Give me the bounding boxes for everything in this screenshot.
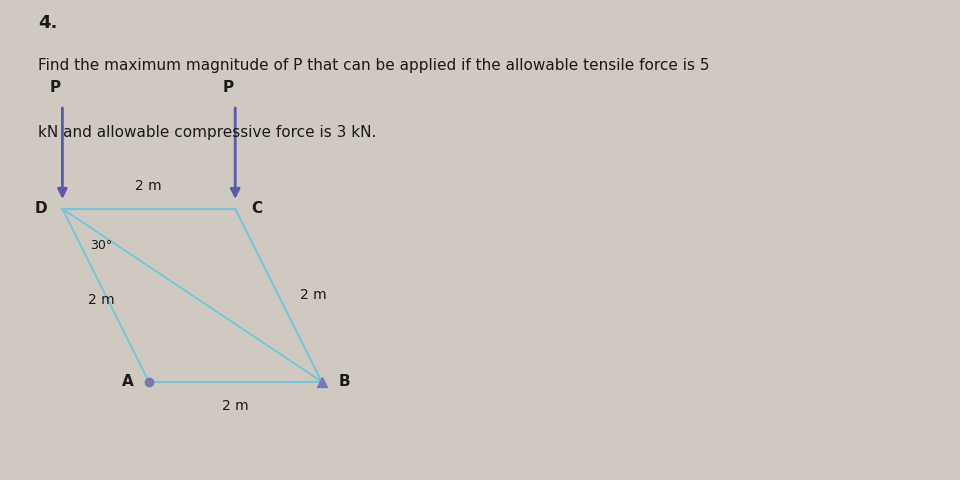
Text: 2 m: 2 m xyxy=(135,179,162,193)
Text: 2 m: 2 m xyxy=(88,292,115,307)
Text: C: C xyxy=(251,201,262,216)
Text: Find the maximum magnitude of P that can be applied if the allowable tensile for: Find the maximum magnitude of P that can… xyxy=(38,58,709,72)
Text: 4.: 4. xyxy=(38,14,58,33)
Text: B: B xyxy=(339,374,350,389)
Text: P: P xyxy=(50,80,61,95)
Text: D: D xyxy=(35,201,47,216)
Text: kN and allowable compressive force is 3 kN.: kN and allowable compressive force is 3 … xyxy=(38,125,376,140)
Text: P: P xyxy=(223,80,234,95)
Text: A: A xyxy=(122,374,133,389)
Text: 2 m: 2 m xyxy=(222,399,249,413)
Text: 30°: 30° xyxy=(90,239,112,252)
Text: 2 m: 2 m xyxy=(300,288,326,302)
